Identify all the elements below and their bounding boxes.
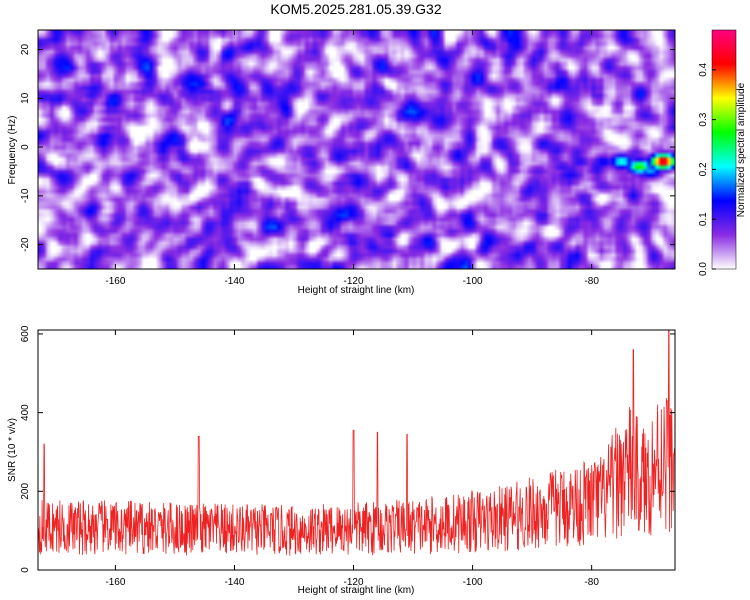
y-tick-label: 20 [20,44,31,56]
x-tick-label: -120 [344,276,364,287]
x-tick-label: -100 [463,577,483,588]
snr-panel: -160 -140 -120 -100 -80 0 200 400 600 Height of… [7,325,676,596]
colorbar-label: Normalized spectral amplitude [736,82,747,217]
x-tick-label: -100 [463,276,483,287]
y-tick-label: -20 [20,237,31,252]
x-tick-label: -140 [224,577,244,588]
snr-frame [37,329,676,571]
colorbar-tick-label: 0.2 [698,162,709,176]
x-tick-label: -80 [584,276,599,287]
figure-title: KOM5.2025.281.05.39.G32 [270,1,441,17]
x-tick-label: -140 [224,276,244,287]
snr-xlabel: Height of straight line (km) [298,585,415,596]
y-tick-label: 600 [20,325,31,342]
colorbar-tick-label: 0.3 [698,112,709,126]
colorbar-tick-label: 0.1 [698,212,709,226]
y-tick-label: 0 [20,144,31,150]
y-tick-label: 200 [20,483,31,500]
x-tick-label: -160 [105,276,125,287]
spectrogram-image [38,30,675,269]
spectrogram-y-ticks: -20 -10 0 10 20 [20,44,675,252]
x-tick-label: -160 [105,577,125,588]
spectrogram-ylabel: Frequency (Hz) [7,116,18,185]
snr-x-ticks: -160 -140 -120 -100 -80 [105,330,599,588]
y-tick-label: 10 [20,92,31,104]
colorbar: 0.0 0.1 0.2 0.3 0.4 Normalized spectral ampl… [698,29,747,276]
y-tick-label: 400 [20,404,31,421]
colorbar-scale [711,29,737,270]
y-tick-label: 0 [20,567,31,573]
y-tick-label: -10 [20,188,31,203]
colorbar-tick-label: 0.4 [698,62,709,76]
x-tick-label: -80 [584,577,599,588]
snr-y-ticks: 0 200 400 600 [20,325,675,573]
colorbar-ticks: 0.0 0.1 0.2 0.3 0.4 [698,62,716,276]
snr-ylabel: SNR (10 * v/v) [7,418,18,482]
snr-series-line [38,330,675,556]
spectrogram-xlabel: Height of straight line (km) [298,285,415,296]
spectrogram-frame [37,29,676,270]
x-tick-label: -120 [344,577,364,588]
spectrogram-x-ticks: -160 -140 -120 -100 -80 [105,30,599,287]
colorbar-tick-label: 0.0 [698,262,709,276]
